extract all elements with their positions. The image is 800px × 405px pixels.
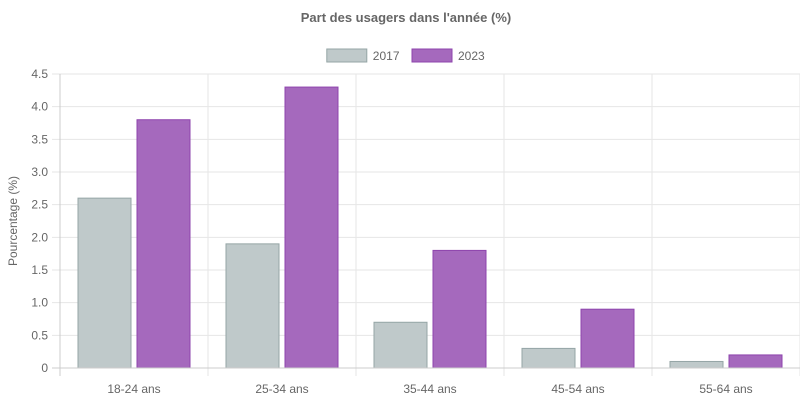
legend: 2017 2023 — [326, 48, 485, 63]
tick-labels: 0 0.5 1.0 1.5 2.0 2.5 3.0 3.5 4.0 4.5 18-24 ans 25-… — [31, 67, 752, 396]
legend-item-2017[interactable]: 2017 — [326, 48, 400, 63]
y-tick-label: 3.5 — [31, 132, 48, 146]
bar-2017-18-24-ans[interactable] — [77, 197, 132, 369]
bar-2023-25-34-ans[interactable] — [284, 86, 339, 369]
y-tick-label: 3.0 — [31, 165, 48, 179]
bar-2023-45-54-ans[interactable] — [580, 308, 635, 369]
y-tick-label: 4.5 — [31, 67, 48, 81]
bar-2023-55-64-ans[interactable] — [728, 354, 783, 369]
y-tick-label: 1.0 — [31, 296, 48, 310]
legend-label: 2023 — [458, 49, 485, 63]
legend-swatch — [411, 48, 453, 63]
axes — [52, 74, 800, 376]
y-tick-label: 0.5 — [31, 328, 48, 342]
legend-item-2023[interactable]: 2023 — [411, 48, 485, 63]
y-tick-label: 1.5 — [31, 263, 48, 277]
bar-2023-18-24-ans[interactable] — [136, 119, 191, 369]
y-axis-label: Pourcentage (%) — [6, 176, 20, 266]
y-tick-label: 2.0 — [31, 230, 48, 244]
bars — [77, 86, 783, 369]
chart-title: Part des usagers dans l'année (%) — [301, 10, 511, 25]
x-tick-label: 18-24 ans — [107, 382, 160, 396]
bar-2017-45-54-ans[interactable] — [521, 347, 576, 369]
x-tick-label: 25-34 ans — [255, 382, 308, 396]
y-tick-label: 4.0 — [31, 100, 48, 114]
bar-2017-55-64-ans[interactable] — [669, 360, 724, 369]
y-tick-label: 0 — [41, 361, 48, 375]
bar-2017-25-34-ans[interactable] — [225, 243, 280, 369]
legend-swatch — [326, 48, 368, 63]
x-tick-label: 45-54 ans — [551, 382, 604, 396]
y-tick-label: 2.5 — [31, 198, 48, 212]
legend-label: 2017 — [373, 49, 400, 63]
bar-2017-35-44-ans[interactable] — [373, 321, 428, 369]
x-tick-label: 35-44 ans — [403, 382, 456, 396]
bar-2023-35-44-ans[interactable] — [432, 249, 487, 369]
x-tick-label: 55-64 ans — [699, 382, 752, 396]
